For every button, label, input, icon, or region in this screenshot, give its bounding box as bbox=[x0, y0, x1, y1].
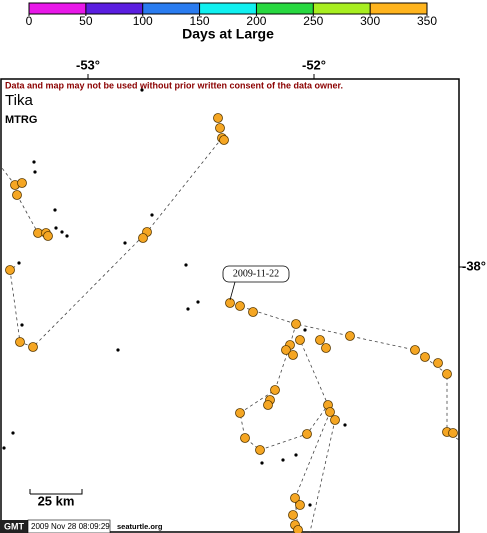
location-dot bbox=[53, 208, 57, 212]
location-marker bbox=[270, 385, 280, 395]
location-marker bbox=[138, 233, 148, 243]
location-marker bbox=[433, 358, 443, 368]
location-marker bbox=[315, 335, 325, 345]
location-marker bbox=[291, 319, 301, 329]
location-marker bbox=[28, 342, 38, 352]
location-dot bbox=[308, 503, 312, 507]
location-marker bbox=[293, 525, 303, 533]
colorbar-tick-label: 50 bbox=[79, 14, 93, 28]
location-marker bbox=[281, 345, 291, 355]
location-dot bbox=[343, 423, 347, 427]
longitude-label: -52° bbox=[302, 57, 326, 72]
location-marker bbox=[43, 231, 53, 241]
location-dot bbox=[65, 234, 69, 238]
location-dot bbox=[60, 230, 64, 234]
track-line bbox=[9, 137, 223, 348]
map-title: Tika bbox=[5, 92, 33, 109]
colorbar-tick-label: 150 bbox=[190, 14, 210, 28]
colorbar-segment bbox=[256, 3, 314, 14]
location-dot bbox=[54, 226, 58, 230]
colorbar-segment bbox=[29, 3, 86, 14]
location-marker bbox=[442, 369, 452, 379]
location-marker bbox=[219, 135, 229, 145]
location-marker bbox=[288, 510, 298, 520]
location-dot bbox=[116, 348, 120, 352]
location-marker bbox=[225, 298, 235, 308]
location-marker bbox=[288, 350, 298, 360]
latitude-label: -38° bbox=[462, 258, 486, 273]
colorbar-segment bbox=[85, 3, 143, 14]
colorbar: 0 50 100 150 200 250 300 350 bbox=[26, 2, 437, 28]
colorbar-tick-label: 200 bbox=[246, 14, 266, 28]
location-dot bbox=[17, 261, 21, 265]
location-marker bbox=[321, 343, 331, 353]
track bbox=[1, 88, 460, 533]
colorbar-label: Days at Large bbox=[182, 26, 274, 42]
date-label: 2009-11-22 bbox=[233, 268, 279, 279]
logo-box bbox=[0, 520, 28, 533]
location-marker bbox=[448, 428, 458, 438]
location-marker bbox=[235, 301, 245, 311]
logo: GMT bbox=[4, 521, 24, 531]
timestamp: 2009 Nov 28 08:09:29 bbox=[31, 522, 110, 531]
timestamp-box bbox=[27, 519, 111, 533]
location-marker bbox=[263, 400, 273, 410]
location-dot bbox=[140, 88, 144, 92]
location-dot bbox=[20, 323, 24, 327]
location-marker bbox=[5, 265, 15, 275]
location-dot bbox=[150, 213, 154, 217]
location-marker bbox=[345, 331, 355, 341]
location-marker bbox=[12, 190, 22, 200]
location-dot bbox=[2, 446, 6, 450]
location-marker bbox=[255, 445, 265, 455]
colorbar-segment bbox=[199, 3, 257, 14]
colorbar-segment bbox=[313, 3, 371, 14]
location-marker bbox=[215, 123, 225, 133]
callout-pointer bbox=[229, 281, 236, 301]
location-marker bbox=[248, 307, 258, 317]
colorbar-tick-label: 0 bbox=[26, 14, 33, 28]
location-dot bbox=[123, 241, 127, 245]
scale-label: 25 km bbox=[38, 493, 75, 508]
notice: Data and map may not be used without pri… bbox=[5, 80, 343, 90]
colorbar-tick-label: 300 bbox=[360, 14, 380, 28]
track-line bbox=[16, 194, 39, 234]
location-marker bbox=[410, 345, 420, 355]
location-dot bbox=[11, 431, 15, 435]
location-marker bbox=[290, 493, 300, 503]
track-line bbox=[309, 419, 336, 533]
location-marker bbox=[420, 352, 430, 362]
location-marker bbox=[213, 113, 223, 123]
location-dot bbox=[294, 453, 298, 457]
location-marker bbox=[17, 178, 27, 188]
longitude-label: -53° bbox=[76, 57, 100, 72]
track-line bbox=[239, 323, 329, 451]
map-subtitle: MTRG bbox=[5, 114, 37, 126]
location-dot bbox=[196, 300, 200, 304]
location-marker bbox=[295, 500, 305, 510]
location-dot bbox=[32, 160, 36, 164]
location-dot bbox=[303, 328, 307, 332]
location-dot bbox=[186, 307, 190, 311]
location-marker bbox=[15, 337, 25, 347]
location-marker bbox=[235, 408, 245, 418]
location-marker bbox=[240, 433, 250, 443]
location-marker bbox=[330, 415, 340, 425]
location-marker bbox=[302, 429, 312, 439]
scale-bar bbox=[29, 489, 83, 495]
location-dot bbox=[281, 458, 285, 462]
location-marker bbox=[295, 335, 305, 345]
location-dot bbox=[33, 170, 37, 174]
colorbar-tick-label: 350 bbox=[417, 14, 437, 28]
location-dot bbox=[260, 461, 264, 465]
location-dot bbox=[184, 263, 188, 267]
colorbar-tick-label: 250 bbox=[303, 14, 323, 28]
colorbar-segment bbox=[370, 3, 427, 14]
site: seaturtle.org bbox=[117, 522, 163, 531]
colorbar-segment bbox=[142, 3, 200, 14]
colorbar-tick-label: 100 bbox=[133, 14, 153, 28]
location-marker bbox=[325, 407, 335, 417]
date-callout bbox=[222, 265, 290, 283]
